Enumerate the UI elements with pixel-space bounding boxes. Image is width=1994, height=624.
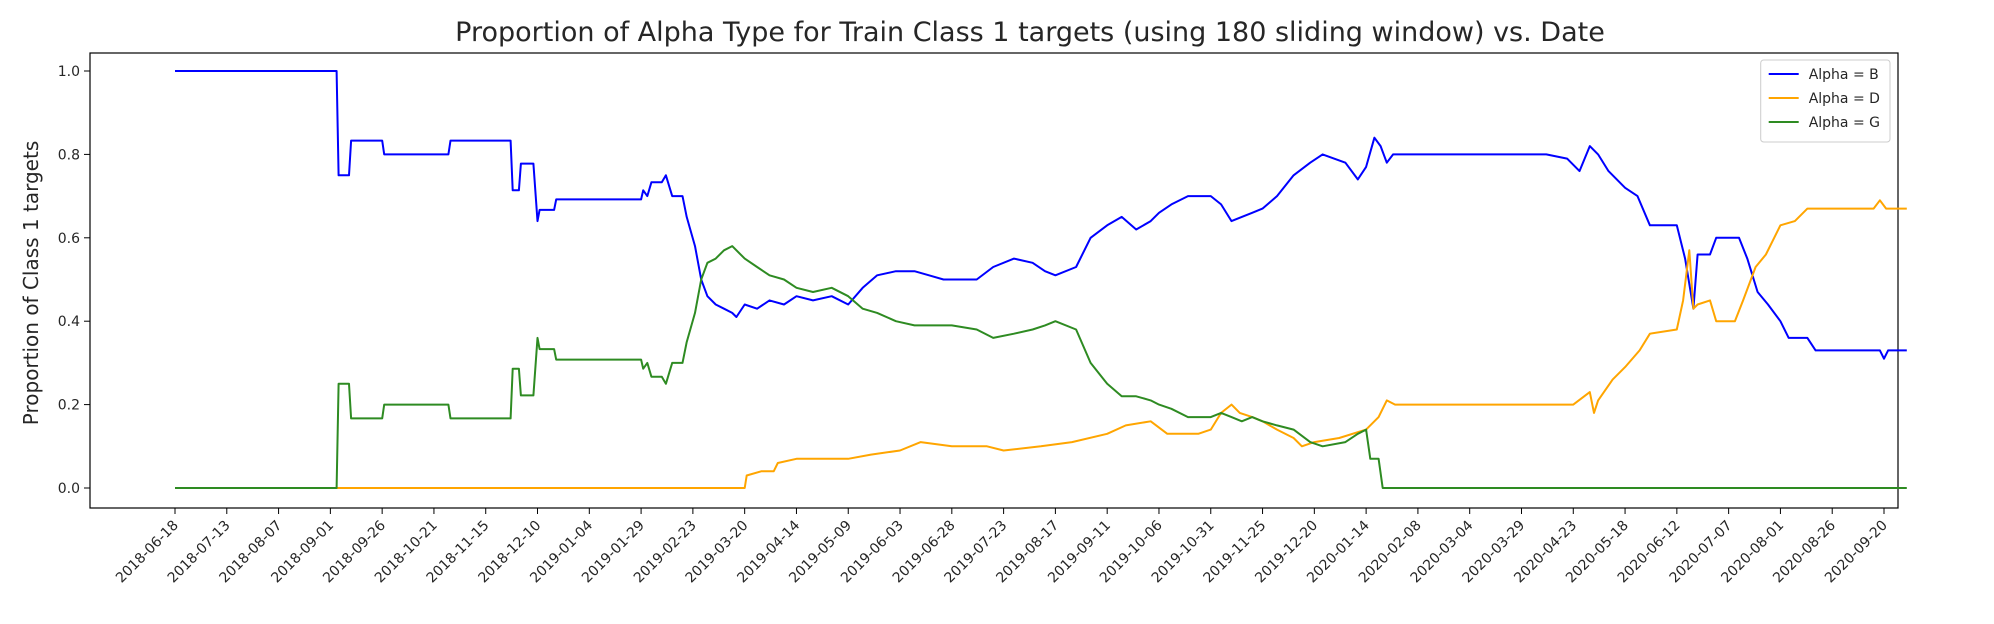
y-tick-label: 0.4 — [58, 314, 80, 330]
legend: Alpha = B Alpha = D Alpha = G — [1760, 59, 1891, 143]
y-axis-label: Proportion of Class 1 targets — [19, 141, 43, 425]
y-axis: 0.0 0.2 0.4 0.6 0.8 1.0 — [58, 64, 90, 497]
y-tick-label: 0.2 — [58, 398, 80, 414]
legend-label: Alpha = D — [1809, 91, 1880, 107]
y-tick-label: 0.0 — [58, 481, 80, 497]
y-tick-label: 0.6 — [58, 231, 80, 247]
legend-label: Alpha = G — [1809, 115, 1880, 131]
y-tick-label: 1.0 — [58, 64, 80, 80]
plot-frame — [89, 52, 1899, 509]
series-line-2 — [175, 199, 1907, 489]
y-tick-label: 0.8 — [58, 147, 80, 163]
series-lines — [175, 70, 1907, 489]
legend-label: Alpha = B — [1809, 67, 1879, 83]
series-line-3 — [175, 245, 1907, 489]
chart-title: Proportion of Alpha Type for Train Class… — [455, 17, 1605, 48]
x-axis: 2018-06-182018-07-132018-08-072018-09-01… — [113, 508, 1891, 586]
series-line-1 — [175, 70, 1907, 360]
